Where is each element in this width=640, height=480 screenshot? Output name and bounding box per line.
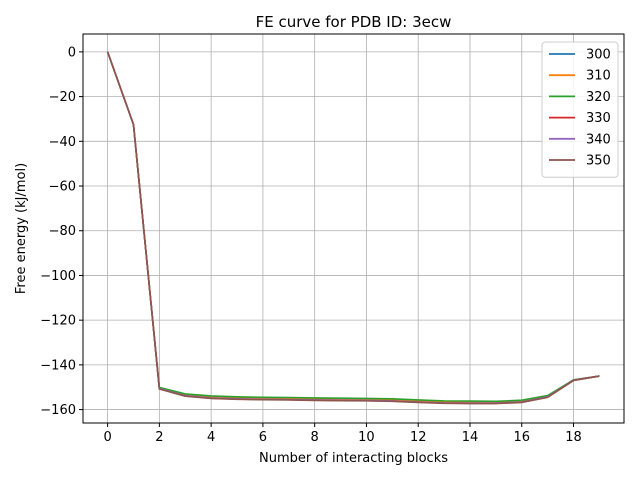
y-axis-ticks: 0 −20 −40 −60 −80 −100 −120 −140 −160 xyxy=(40,45,83,418)
y-tick-label: −140 xyxy=(40,358,76,373)
legend-label: 310 xyxy=(586,69,611,84)
x-tick-label: 12 xyxy=(410,430,427,445)
y-tick-label: −100 xyxy=(40,269,76,284)
x-tick-label: 14 xyxy=(462,430,479,445)
series-line-350 xyxy=(106,51,600,405)
x-axis-label: Number of interacting blocks xyxy=(259,451,448,466)
y-tick-label: −160 xyxy=(40,403,76,418)
x-tick-label: 0 xyxy=(103,430,111,445)
series-line-320 xyxy=(106,51,600,403)
x-tick-label: 10 xyxy=(358,430,375,445)
y-tick-label: −20 xyxy=(49,90,76,105)
y-tick-label: 0 xyxy=(68,45,76,60)
legend-label: 340 xyxy=(586,132,611,147)
legend-label: 320 xyxy=(586,90,611,105)
y-tick-label: −40 xyxy=(49,135,76,150)
x-tick-label: 8 xyxy=(311,430,319,445)
y-tick-label: −80 xyxy=(49,224,76,239)
x-tick-label: 2 xyxy=(155,430,163,445)
x-tick-label: 6 xyxy=(259,430,267,445)
series-lines xyxy=(106,51,600,405)
chart-title: FE curve for PDB ID: 3ecw xyxy=(256,13,452,31)
plot-area-frame xyxy=(82,33,625,424)
x-axis-ticks: 0 2 4 6 8 10 12 14 16 18 xyxy=(103,423,582,445)
y-axis-label: Free energy (kJ/mol) xyxy=(14,163,29,294)
x-tick-label: 18 xyxy=(565,430,582,445)
grid-lines xyxy=(83,34,624,423)
legend-label: 350 xyxy=(586,154,611,169)
x-tick-label: 4 xyxy=(207,430,215,445)
legend-label: 330 xyxy=(586,111,611,126)
y-tick-label: −60 xyxy=(49,180,76,195)
x-tick-label: 16 xyxy=(513,430,530,445)
y-tick-label: −120 xyxy=(40,314,76,329)
legend-label: 300 xyxy=(586,48,611,63)
legend: 300 310 320 330 340 350 xyxy=(541,41,619,178)
